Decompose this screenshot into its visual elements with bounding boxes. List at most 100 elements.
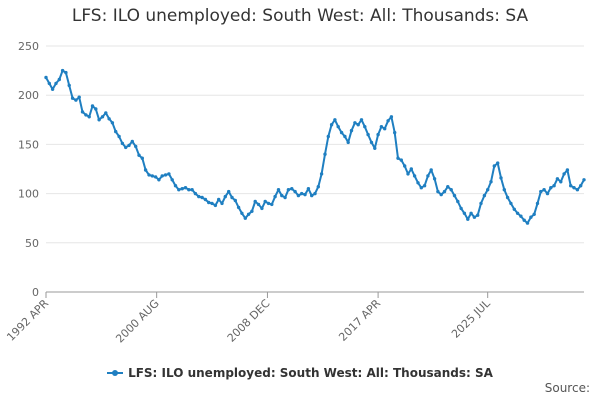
data-point[interactable] (260, 206, 264, 211)
data-point[interactable] (180, 187, 184, 191)
data-point[interactable] (193, 191, 198, 196)
data-point[interactable] (539, 189, 543, 194)
data-point[interactable] (87, 115, 91, 119)
data-point[interactable] (200, 195, 204, 200)
data-point[interactable] (456, 199, 460, 204)
data-point[interactable] (44, 75, 48, 80)
data-point[interactable] (70, 96, 75, 100)
data-point[interactable] (273, 194, 277, 199)
data-point[interactable] (60, 68, 65, 73)
data-point[interactable] (329, 123, 334, 127)
data-point[interactable] (379, 125, 384, 129)
legend[interactable]: LFS: ILO unemployed: South West: All: Th… (0, 366, 600, 380)
data-point[interactable] (263, 199, 267, 204)
data-point[interactable] (476, 213, 480, 217)
data-point[interactable] (386, 119, 390, 123)
data-point[interactable] (230, 195, 234, 200)
data-point[interactable] (50, 87, 55, 92)
data-point[interactable] (446, 185, 450, 189)
data-point[interactable] (472, 215, 477, 219)
data-point[interactable] (389, 115, 394, 119)
data-point[interactable] (406, 172, 410, 176)
data-point[interactable] (565, 168, 570, 172)
data-point[interactable] (117, 134, 121, 139)
data-point[interactable] (525, 221, 530, 225)
data-point[interactable] (383, 127, 387, 131)
data-point[interactable] (90, 104, 95, 108)
data-point[interactable] (153, 175, 158, 179)
data-point[interactable] (293, 189, 297, 194)
data-point[interactable] (183, 186, 188, 190)
data-point[interactable] (134, 144, 138, 149)
data-point[interactable] (459, 206, 463, 211)
data-point[interactable] (236, 205, 241, 210)
data-point[interactable] (333, 118, 337, 122)
data-point[interactable] (462, 211, 467, 215)
data-point[interactable] (515, 211, 520, 215)
data-point[interactable] (436, 189, 440, 194)
data-point[interactable] (210, 201, 214, 206)
data-point[interactable] (376, 132, 380, 137)
data-point[interactable] (283, 195, 287, 200)
data-point[interactable] (532, 212, 536, 216)
data-point[interactable] (84, 113, 88, 117)
data-point[interactable] (323, 152, 327, 156)
data-point[interactable] (572, 186, 576, 190)
data-point[interactable] (77, 95, 81, 99)
data-point[interactable] (197, 194, 201, 199)
data-point[interactable] (349, 128, 354, 133)
data-point[interactable] (582, 178, 586, 182)
data-point[interactable] (143, 168, 148, 172)
data-point[interactable] (74, 98, 78, 102)
data-point[interactable] (217, 197, 221, 202)
data-point[interactable] (290, 187, 294, 191)
data-point[interactable] (160, 174, 164, 178)
data-point[interactable] (190, 188, 194, 192)
data-point[interactable] (505, 195, 510, 200)
data-point[interactable] (256, 202, 261, 207)
data-point[interactable] (416, 181, 420, 185)
data-point[interactable] (313, 191, 317, 196)
data-point[interactable] (227, 189, 231, 194)
data-point[interactable] (339, 130, 344, 135)
data-point[interactable] (535, 201, 540, 206)
data-point[interactable] (422, 184, 427, 188)
data-point[interactable] (276, 188, 281, 192)
data-point[interactable] (286, 188, 291, 192)
data-point[interactable] (486, 188, 490, 192)
data-point[interactable] (502, 188, 506, 192)
data-point[interactable] (552, 184, 556, 188)
data-point[interactable] (266, 201, 271, 206)
data-point[interactable] (67, 83, 71, 88)
data-point[interactable] (469, 211, 473, 215)
data-point[interactable] (280, 193, 284, 198)
data-point[interactable] (80, 110, 85, 114)
data-point[interactable] (575, 188, 580, 192)
data-point[interactable] (130, 139, 134, 144)
data-point[interactable] (569, 184, 573, 188)
data-point[interactable] (492, 164, 496, 168)
data-point[interactable] (529, 215, 533, 219)
data-point[interactable] (124, 145, 128, 150)
data-point[interactable] (545, 191, 550, 196)
data-point[interactable] (120, 141, 125, 146)
data-point[interactable] (187, 188, 191, 192)
data-point[interactable] (366, 132, 370, 137)
data-point[interactable] (479, 201, 483, 206)
data-point[interactable] (442, 189, 447, 194)
data-point[interactable] (326, 134, 330, 139)
data-point[interactable] (439, 192, 443, 197)
data-point[interactable] (220, 201, 224, 206)
data-point[interactable] (403, 164, 407, 168)
data-point[interactable] (549, 186, 553, 190)
data-point[interactable] (253, 199, 257, 204)
data-point[interactable] (243, 216, 247, 220)
data-point[interactable] (419, 186, 423, 190)
data-point[interactable] (270, 202, 274, 207)
data-point[interactable] (426, 174, 430, 178)
data-point[interactable] (452, 193, 457, 198)
data-point[interactable] (207, 200, 211, 205)
data-point[interactable] (223, 194, 227, 199)
data-point[interactable] (167, 172, 171, 176)
data-point[interactable] (57, 77, 61, 82)
